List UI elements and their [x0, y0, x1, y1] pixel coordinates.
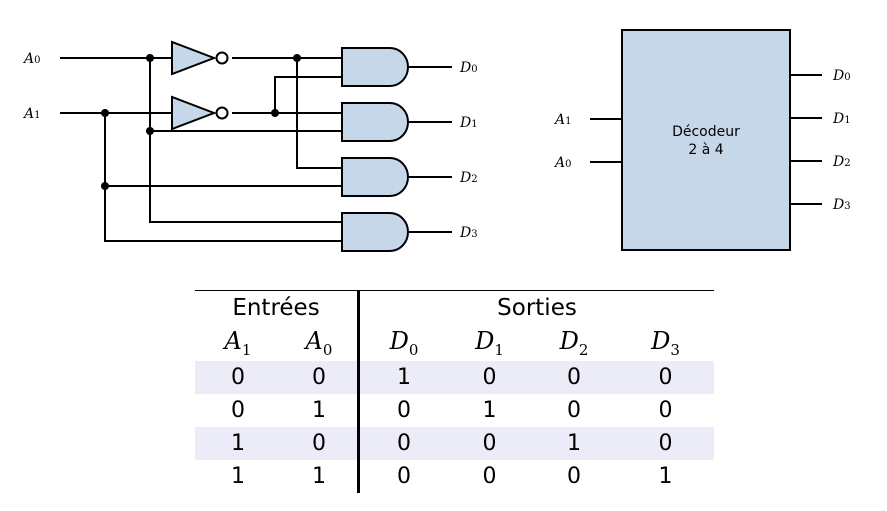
- table-cell: 1: [658, 464, 673, 489]
- header-d0: D0: [357, 325, 448, 361]
- and-gate-d1: [341, 102, 409, 142]
- decoder-name-line2: 2 à 4: [688, 142, 723, 158]
- circuit-output-d3-label: D3: [459, 225, 478, 241]
- circuit-wires: [60, 57, 452, 242]
- table-row: 0 0 1 0 0 0: [195, 361, 714, 394]
- decoder-name-line1: Décodeur: [672, 124, 740, 140]
- and-gate-d2: [341, 157, 409, 197]
- table-cell: 1: [357, 361, 448, 394]
- table-cell: 0: [195, 361, 281, 394]
- table-cell: 0: [482, 464, 497, 489]
- table-row: 0 1 0 1 0 0: [195, 394, 714, 427]
- decoder-diagram: A0 A1 D0 D1 D2 D3 Décodeur 2 à 4 A1 A0 D…: [22, 29, 851, 252]
- table-cell: 1: [312, 398, 326, 423]
- table-cell: 0: [531, 361, 617, 394]
- table-row: 1 0 0 0 1 0: [195, 427, 714, 460]
- table-cell: 0: [357, 427, 448, 460]
- table-cell: 1: [482, 398, 497, 423]
- block-output-d3-label: D3: [832, 197, 851, 213]
- column-header-row: A1 A0 D0 D1 D2 D3: [195, 325, 714, 361]
- block-output-d0-label: D0: [832, 68, 851, 84]
- block-output-d1-label: D1: [832, 111, 851, 127]
- circuit-output-d0-label: D0: [459, 60, 478, 76]
- not-gate-a1: [171, 95, 229, 131]
- table-cell: 0: [617, 361, 714, 394]
- outputs-group-header: Sorties: [357, 290, 714, 325]
- header-d1: D1: [475, 327, 504, 359]
- table-cell: 1: [531, 427, 617, 460]
- junction-dots: [101, 54, 301, 190]
- decoder-block: [590, 29, 822, 251]
- block-output-d2-label: D2: [832, 154, 851, 170]
- not-gate-a0: [171, 40, 229, 76]
- circuit-input-a0-label: A0: [22, 51, 41, 67]
- header-a0: A0: [305, 327, 333, 359]
- and-gate-d0: [341, 47, 409, 87]
- group-header-row: Entrées Sorties: [195, 290, 714, 325]
- table-cell: 1: [195, 427, 281, 460]
- table-row: 1 1 0 0 0 1: [195, 460, 714, 493]
- table-cell: 0: [448, 427, 531, 460]
- table-cell: 0: [357, 460, 448, 493]
- table-cell: 0: [567, 398, 581, 423]
- table-cell: 0: [448, 361, 531, 394]
- table-cell: 0: [281, 427, 359, 460]
- circuit-input-a1-label: A1: [22, 106, 41, 122]
- block-input-a1-label: A1: [553, 112, 572, 128]
- table-cell: 1: [231, 464, 245, 489]
- header-d2: D2: [559, 327, 589, 359]
- table-cell: 0: [281, 361, 359, 394]
- table-cell: 0: [658, 398, 673, 423]
- truth-table: Entrées Sorties A1 A0 D0 D1 D2 D3 0 0 1 …: [195, 290, 714, 493]
- circuit-output-d2-label: D2: [459, 170, 478, 186]
- header-d3: D3: [651, 327, 680, 359]
- and-gate-d3: [341, 212, 409, 252]
- table-cell: 1: [312, 464, 326, 489]
- block-input-a0-label: A0: [553, 155, 572, 171]
- table-cell: 0: [567, 464, 581, 489]
- table-cell: 0: [357, 394, 448, 427]
- header-a1: A1: [224, 327, 252, 359]
- table-cell: 0: [231, 398, 245, 423]
- table-cell: 0: [617, 427, 714, 460]
- circuit-output-d1-label: D1: [459, 115, 478, 131]
- inputs-group-header: Entrées: [195, 290, 359, 325]
